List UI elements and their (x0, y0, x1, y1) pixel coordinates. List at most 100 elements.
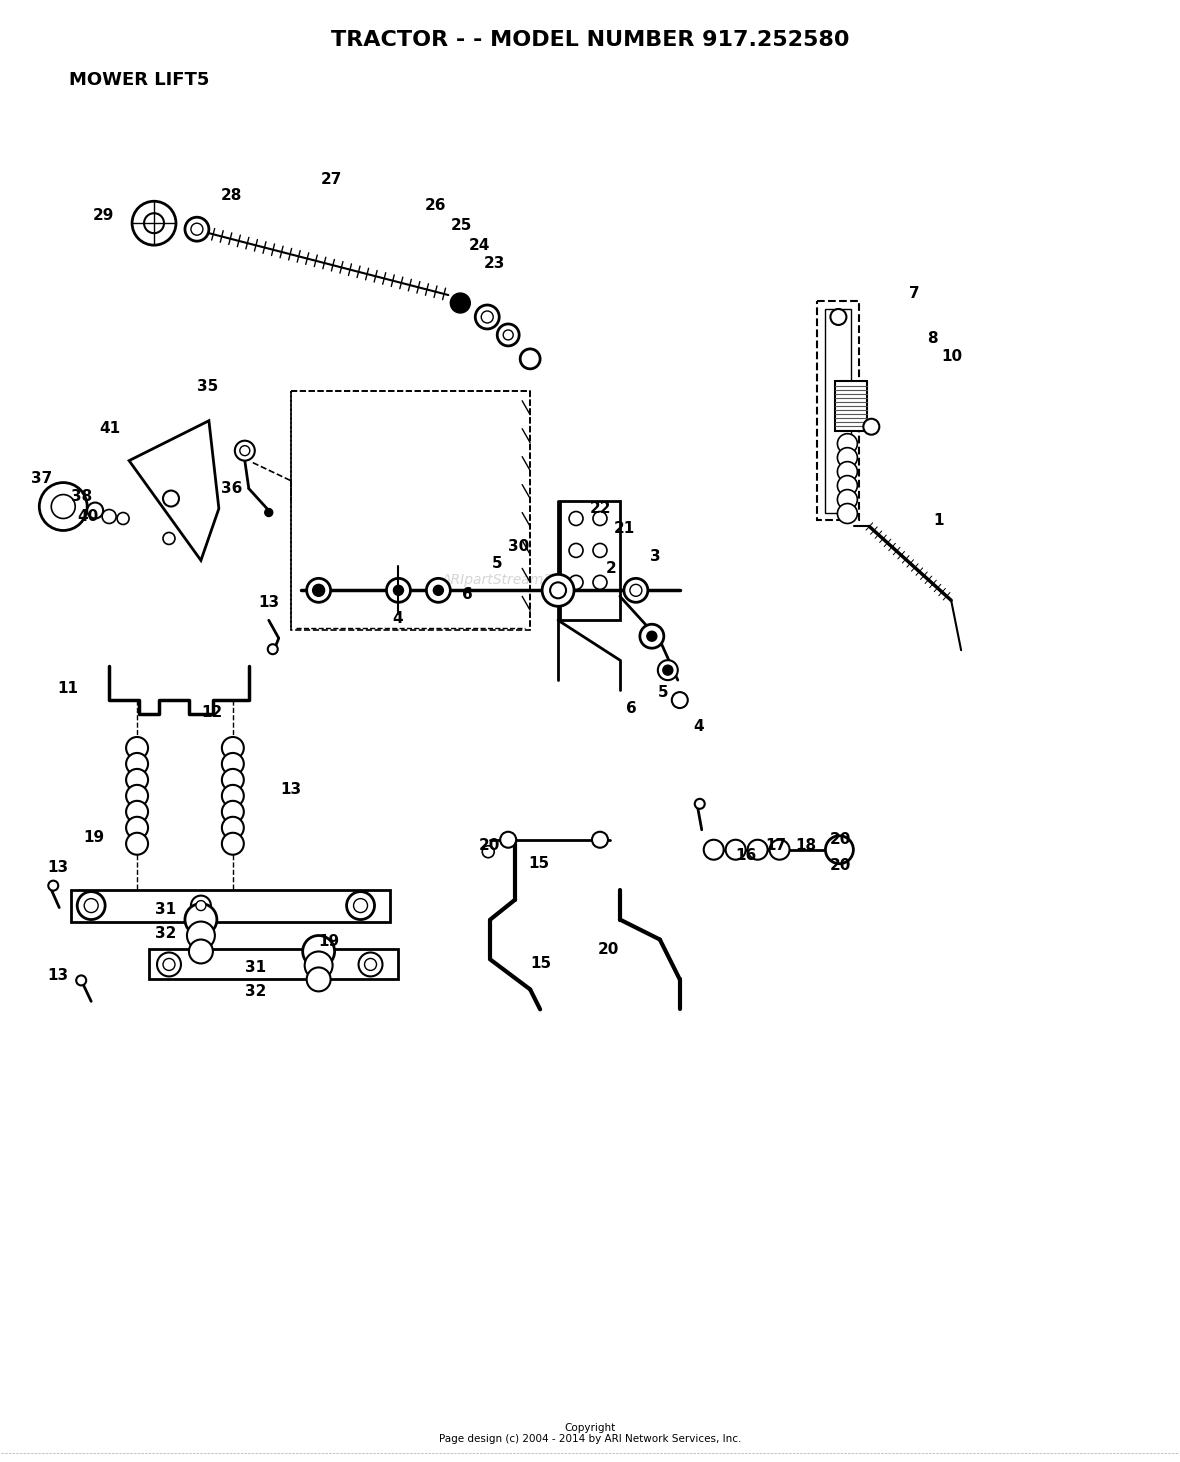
Circle shape (594, 512, 607, 525)
Circle shape (191, 896, 211, 915)
Circle shape (826, 836, 853, 864)
Circle shape (640, 624, 664, 648)
Circle shape (84, 899, 98, 912)
Circle shape (304, 952, 333, 980)
Circle shape (542, 575, 573, 607)
Circle shape (663, 665, 673, 675)
Text: 26: 26 (425, 197, 446, 213)
Circle shape (520, 349, 540, 368)
Text: 36: 36 (221, 481, 242, 496)
Text: 28: 28 (221, 187, 242, 203)
Text: 7: 7 (910, 285, 920, 301)
Circle shape (726, 839, 746, 860)
Circle shape (347, 892, 374, 920)
Circle shape (864, 418, 879, 434)
Text: 11: 11 (58, 681, 78, 696)
Text: 31: 31 (244, 961, 266, 975)
Text: 2: 2 (607, 561, 617, 576)
Circle shape (77, 975, 86, 985)
Circle shape (191, 224, 203, 235)
Circle shape (594, 576, 607, 589)
Circle shape (222, 769, 244, 791)
Circle shape (569, 512, 583, 525)
Circle shape (594, 544, 607, 557)
Text: 13: 13 (258, 595, 280, 610)
Circle shape (748, 839, 767, 860)
Circle shape (426, 579, 451, 602)
Text: 5: 5 (492, 556, 503, 570)
Circle shape (222, 801, 244, 823)
Circle shape (838, 475, 858, 496)
Circle shape (483, 845, 494, 858)
Circle shape (497, 325, 519, 346)
Circle shape (703, 839, 723, 860)
Circle shape (117, 513, 129, 525)
Circle shape (769, 839, 789, 860)
Circle shape (481, 311, 493, 323)
Text: 15: 15 (530, 956, 551, 971)
Text: 35: 35 (197, 379, 218, 395)
Text: MOWER LIFT5: MOWER LIFT5 (70, 70, 210, 89)
Circle shape (264, 509, 273, 516)
Text: 37: 37 (32, 471, 53, 485)
Text: Copyright
Page design (c) 2004 - 2014 by ARI Network Services, Inc.: Copyright Page design (c) 2004 - 2014 by… (439, 1423, 741, 1444)
Circle shape (313, 585, 324, 596)
Circle shape (222, 817, 244, 839)
Circle shape (87, 503, 103, 519)
Circle shape (222, 785, 244, 807)
Circle shape (838, 462, 858, 481)
Bar (290, 390, 530, 630)
Bar (149, 949, 399, 980)
Circle shape (433, 585, 444, 595)
Text: 16: 16 (735, 848, 756, 863)
Text: 12: 12 (201, 705, 222, 719)
Text: 19: 19 (84, 830, 104, 845)
Bar (826, 308, 852, 513)
Circle shape (163, 532, 175, 544)
Circle shape (831, 308, 846, 325)
Circle shape (163, 959, 175, 971)
Text: 4: 4 (393, 611, 404, 626)
Text: 29: 29 (93, 208, 114, 222)
Circle shape (268, 645, 277, 654)
Text: 10: 10 (942, 349, 963, 364)
Text: 3: 3 (650, 548, 661, 564)
Text: 13: 13 (47, 968, 68, 982)
Text: 25: 25 (451, 218, 472, 232)
Bar (818, 301, 859, 520)
Circle shape (838, 447, 858, 468)
Circle shape (144, 213, 164, 232)
Circle shape (671, 692, 688, 708)
Circle shape (354, 899, 367, 912)
Circle shape (39, 482, 87, 531)
Text: 41: 41 (99, 421, 120, 436)
Text: 27: 27 (321, 173, 342, 187)
Text: 32: 32 (155, 925, 176, 942)
Circle shape (185, 904, 217, 936)
Text: 20: 20 (830, 858, 851, 873)
Text: 18: 18 (795, 838, 817, 854)
Text: 38: 38 (71, 490, 92, 504)
Circle shape (307, 579, 330, 602)
Circle shape (569, 576, 583, 589)
Circle shape (503, 330, 513, 341)
Circle shape (222, 737, 244, 759)
Circle shape (126, 785, 148, 807)
Circle shape (126, 817, 148, 839)
Circle shape (365, 959, 376, 971)
Circle shape (126, 737, 148, 759)
Circle shape (451, 292, 471, 313)
Circle shape (163, 491, 179, 506)
Circle shape (196, 901, 205, 911)
Circle shape (157, 952, 181, 977)
Text: 19: 19 (319, 934, 340, 949)
Circle shape (393, 585, 404, 595)
Circle shape (387, 579, 411, 602)
Circle shape (624, 579, 648, 602)
Text: 13: 13 (281, 782, 302, 797)
Text: 6: 6 (625, 700, 637, 715)
Circle shape (235, 440, 255, 461)
Circle shape (359, 952, 382, 977)
Text: 13: 13 (47, 860, 68, 876)
Polygon shape (129, 421, 218, 560)
